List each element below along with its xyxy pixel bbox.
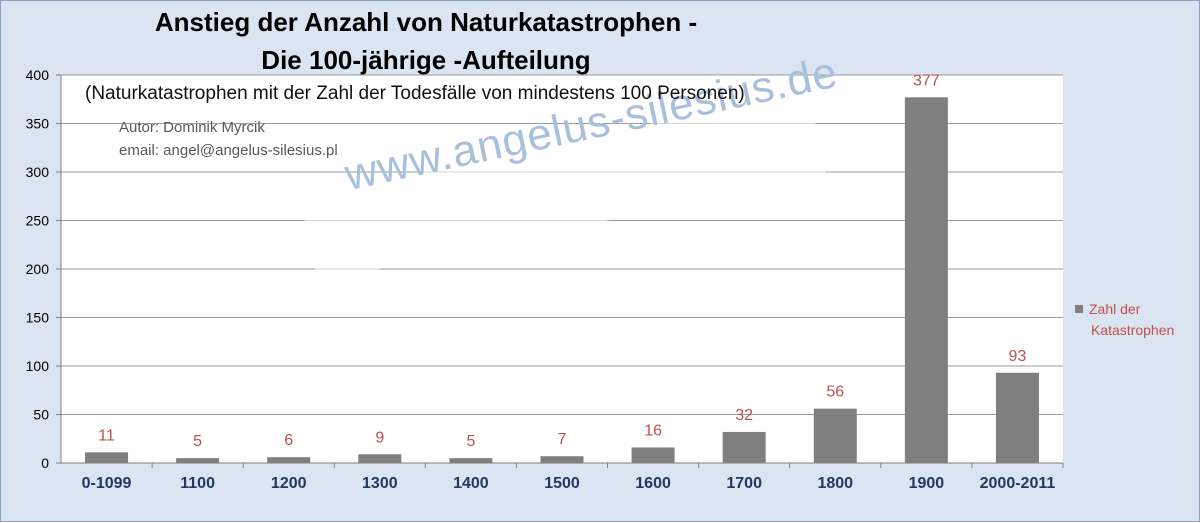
x-tick-label: 1700 — [726, 475, 762, 492]
legend-swatch — [1075, 305, 1083, 313]
y-tick-label: 50 — [33, 407, 49, 423]
y-tick-label: 300 — [26, 164, 50, 180]
bar — [85, 452, 129, 463]
legend: Zahl der Katastrophen — [1075, 299, 1174, 341]
data-label: 6 — [284, 432, 293, 449]
data-label: 11 — [98, 427, 115, 444]
y-tick-label: 200 — [26, 261, 50, 277]
data-label: 56 — [826, 384, 844, 401]
data-label: 5 — [466, 433, 475, 450]
legend-label-line2: Katastrophen — [1091, 322, 1175, 338]
chart-title-line2: Die 100-jährige -Aufteilung — [261, 45, 591, 75]
x-tick-label: 2000-2011 — [980, 475, 1056, 492]
legend-entry: Zahl der — [1075, 299, 1174, 320]
x-tick-label: 1300 — [362, 475, 398, 492]
email-line: email: angel@angelus-silesius.pl — [119, 142, 338, 159]
x-tick-label: 1200 — [271, 475, 307, 492]
y-tick-label: 400 — [26, 67, 50, 83]
data-label: 16 — [644, 422, 662, 439]
x-tick-label: 1400 — [453, 475, 489, 492]
bar — [449, 458, 493, 463]
bar — [358, 454, 402, 463]
bar — [995, 372, 1039, 463]
bar — [813, 408, 857, 463]
bar — [722, 431, 766, 463]
y-tick-label: 350 — [26, 116, 50, 132]
data-label: 377 — [913, 72, 940, 89]
legend-label-line1: Zahl der — [1089, 301, 1141, 317]
bar — [904, 97, 948, 463]
chart-subtitle: (Naturkatastrophen mit der Zahl der Tode… — [85, 83, 745, 104]
bar — [631, 447, 675, 463]
bar — [267, 457, 311, 463]
bar — [176, 458, 220, 463]
data-label: 7 — [558, 431, 567, 448]
y-tick-label: 0 — [41, 455, 49, 471]
y-tick-label: 250 — [26, 213, 50, 229]
y-tick-label: 100 — [26, 358, 50, 374]
data-label: 9 — [375, 429, 384, 446]
x-tick-label: 1900 — [909, 475, 945, 492]
x-tick-label: 1800 — [817, 475, 853, 492]
y-tick-label: 150 — [26, 310, 50, 326]
data-label: 5 — [193, 433, 202, 450]
chart-title: Anstieg der Anzahl von Naturkatastrophen… — [154, 7, 698, 37]
data-label: 32 — [735, 407, 753, 424]
x-tick-label: 1600 — [635, 475, 671, 492]
x-tick-label: 1100 — [180, 475, 215, 492]
x-tick-label: 1500 — [544, 475, 580, 492]
bar — [540, 456, 584, 463]
data-label: 93 — [1009, 348, 1027, 365]
author-line: Autor: Dominik Myrcik — [119, 119, 265, 136]
x-tick-label: 0-1099 — [82, 475, 132, 492]
